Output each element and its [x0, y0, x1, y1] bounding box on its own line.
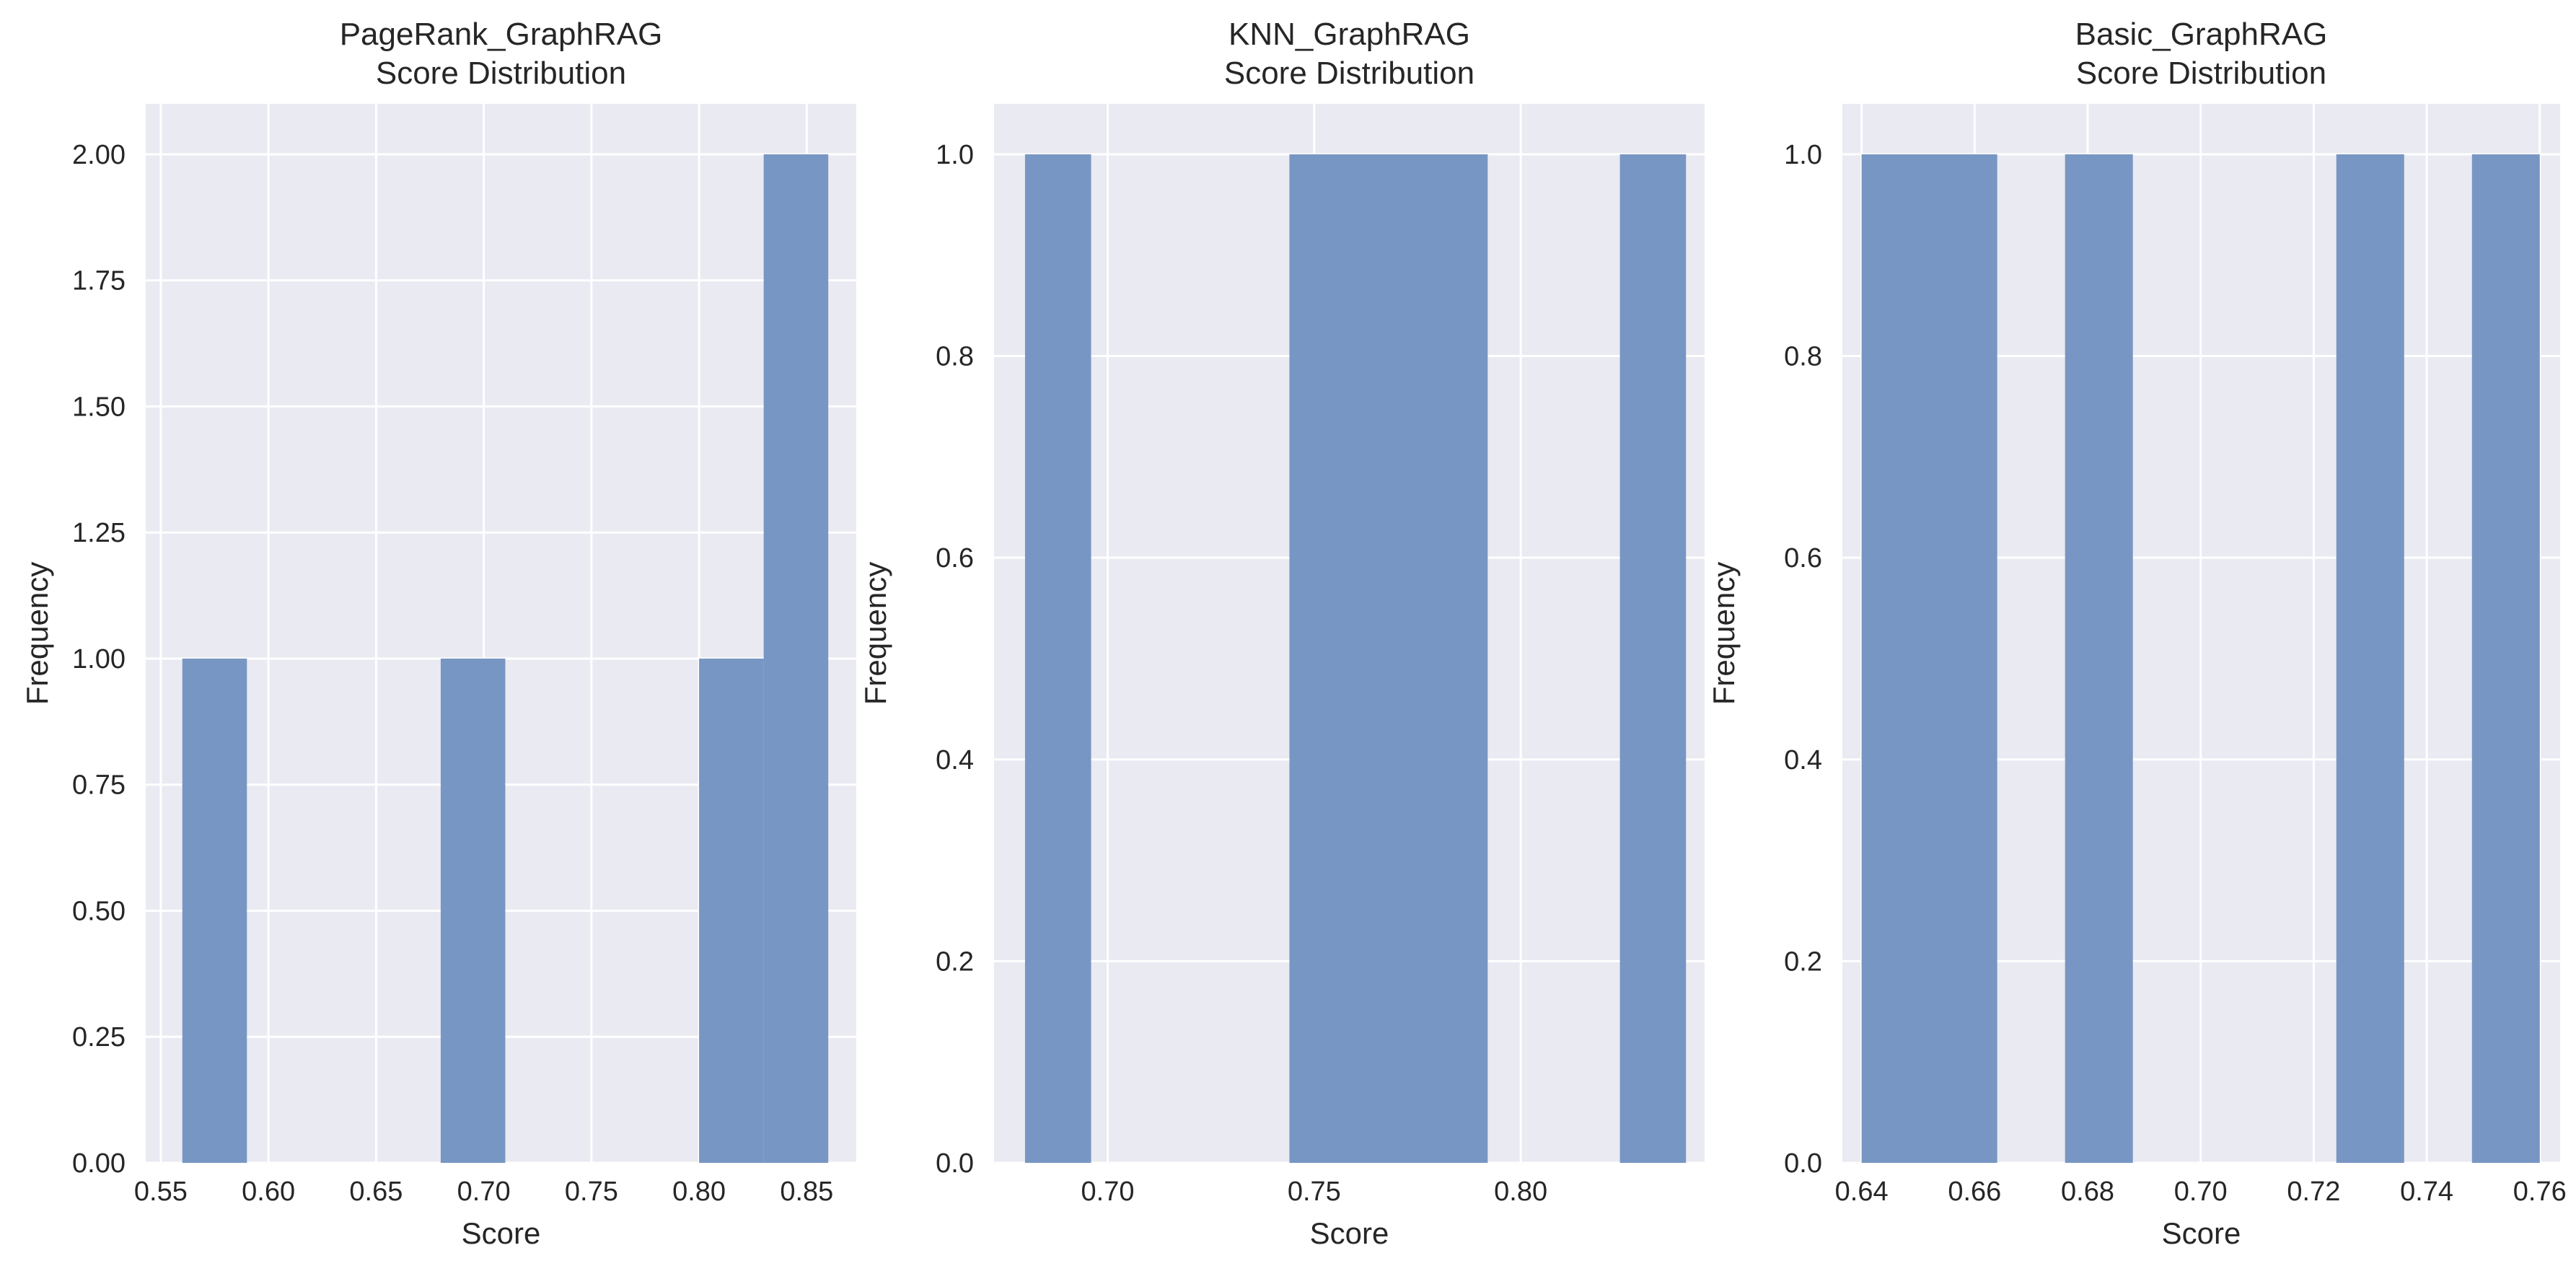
- y-tick-label: 0.00: [72, 1148, 126, 1179]
- x-tick-label: 0.75: [565, 1177, 618, 1207]
- x-tick-label: 0.64: [1835, 1177, 1889, 1207]
- chart-title: KNN_GraphRAG: [1228, 17, 1470, 52]
- x-tick-label: 0.80: [672, 1177, 726, 1207]
- histogram-bar: [182, 658, 247, 1163]
- x-tick-label: 0.60: [242, 1177, 295, 1207]
- y-axis-label: Frequency: [858, 562, 892, 705]
- x-axis-label: Score: [2162, 1216, 2241, 1250]
- histogram-bar: [2471, 154, 2540, 1163]
- y-tick-label: 0.75: [72, 770, 126, 801]
- x-tick-label: 0.70: [457, 1177, 511, 1207]
- x-axis-label: Score: [462, 1216, 541, 1250]
- x-tick-label: 0.70: [1081, 1177, 1135, 1207]
- y-tick-label: 0.0: [1784, 1148, 1822, 1179]
- chart-title: PageRank_GraphRAG: [340, 17, 663, 52]
- y-tick-label: 2.00: [72, 140, 126, 170]
- chart-subtitle: Score Distribution: [1224, 56, 1474, 91]
- histogram-bar: [2336, 154, 2404, 1163]
- x-tick-label: 0.68: [2061, 1177, 2114, 1207]
- histogram-bar: [1861, 154, 1997, 1163]
- histogram-bar: [1024, 154, 1091, 1163]
- x-tick-label: 0.80: [1494, 1177, 1547, 1207]
- y-axis-label: Frequency: [20, 562, 54, 705]
- x-tick-label: 0.74: [2400, 1177, 2453, 1207]
- histogram-bar: [2065, 154, 2133, 1163]
- y-tick-label: 0.2: [936, 946, 974, 977]
- y-axis-label: Frequency: [1707, 562, 1741, 705]
- histogram-bar: [1289, 154, 1488, 1163]
- panel-1: 0.55 0.60 0.65 0.70 0.75 0.80 0.85 0.00 0.25 0.50…: [20, 17, 856, 1250]
- y-tick-label: 0.6: [1784, 543, 1822, 573]
- y-tick-label: 0.4: [936, 745, 974, 775]
- y-tick-label: 0.2: [1784, 946, 1822, 977]
- x-tick-label: 0.66: [1948, 1177, 2001, 1207]
- x-tick-label: 0.85: [780, 1177, 833, 1207]
- y-tick-label: 0.0: [936, 1148, 974, 1179]
- y-tick-label: 0.50: [72, 896, 126, 926]
- histogram-bar: [1619, 154, 1687, 1163]
- y-tick-label: 1.50: [72, 392, 126, 422]
- x-axis-label: Score: [1310, 1216, 1389, 1250]
- y-tick-label: 0.4: [1784, 745, 1822, 775]
- x-tick-label: 0.55: [134, 1177, 188, 1207]
- histogram-bar: [440, 658, 506, 1163]
- y-tick-label: 0.25: [72, 1022, 126, 1052]
- x-tick-label: 0.72: [2287, 1177, 2340, 1207]
- y-tick-label: 1.0: [936, 140, 974, 170]
- x-tick-label: 0.76: [2513, 1177, 2567, 1207]
- y-tick-label: 0.6: [936, 543, 974, 573]
- chart-title: Basic_GraphRAG: [2075, 17, 2328, 52]
- histogram-bar: [763, 154, 829, 1163]
- chart-subtitle: Score Distribution: [376, 56, 626, 91]
- y-tick-label: 1.75: [72, 266, 126, 296]
- x-tick-label: 0.65: [349, 1177, 403, 1207]
- y-tick-label: 1.0: [1784, 140, 1822, 170]
- chart-subtitle: Score Distribution: [2076, 56, 2326, 91]
- panel-3: 0.64 0.66 0.68 0.70 0.72 0.74 0.76 0.0 0.2 0.4 0.6…: [1707, 17, 2567, 1250]
- x-tick-label: 0.75: [1288, 1177, 1341, 1207]
- y-tick-label: 1.25: [72, 518, 126, 548]
- histogram-bar: [699, 658, 764, 1163]
- panel-2: 0.70 0.75 0.80 0.0 0.2 0.4 0.6 0.8 1.0 Score Frequ…: [858, 17, 1705, 1250]
- y-tick-label: 1.00: [72, 644, 126, 674]
- x-tick-label: 0.70: [2174, 1177, 2228, 1207]
- y-tick-label: 0.8: [1784, 342, 1822, 372]
- y-tick-label: 0.8: [936, 342, 974, 372]
